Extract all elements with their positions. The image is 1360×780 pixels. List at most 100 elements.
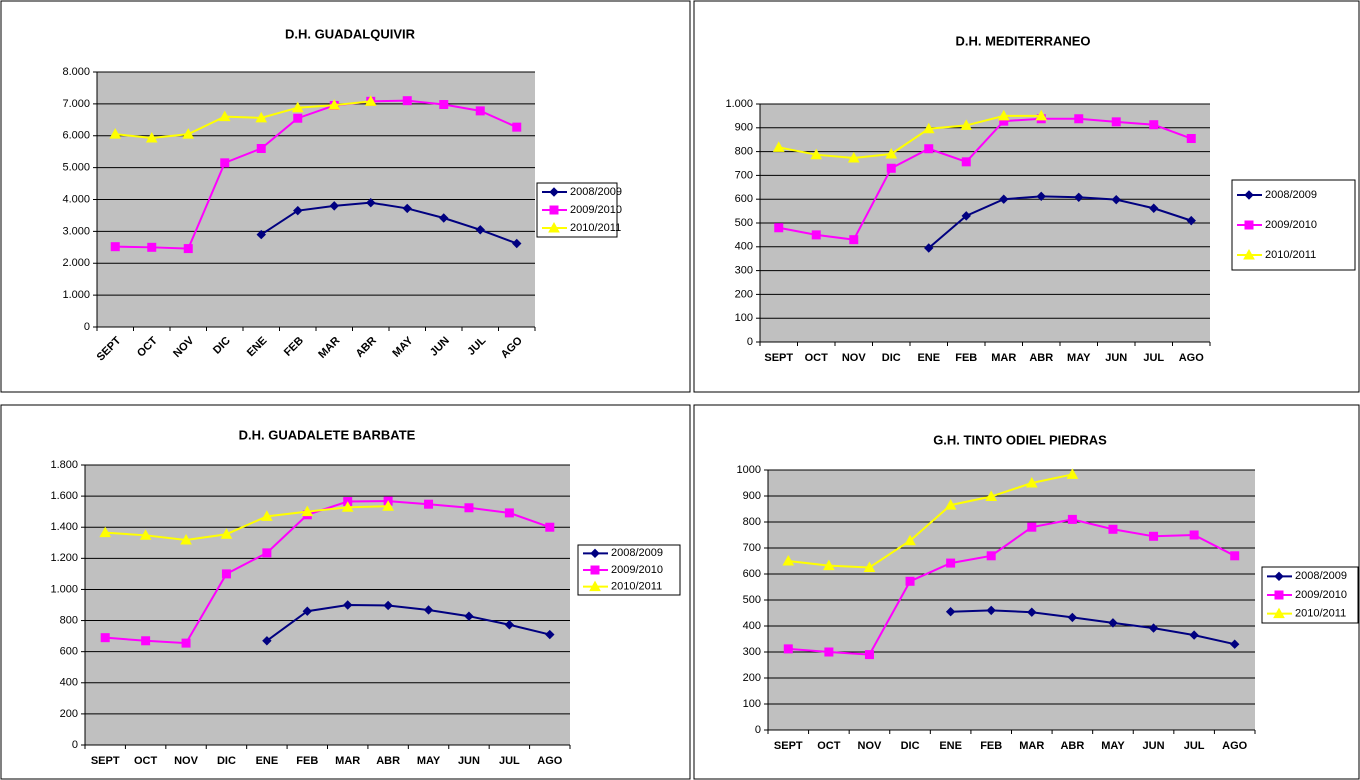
marker xyxy=(220,158,230,168)
series-line xyxy=(260,201,518,245)
x-tick-label: NOV xyxy=(842,352,867,364)
x-tick-label: MAR xyxy=(1019,740,1044,752)
marker xyxy=(1149,120,1159,130)
marker xyxy=(1027,607,1037,617)
chart-title: D.H. MEDITERRANEO xyxy=(955,33,1090,48)
marker xyxy=(1111,117,1121,127)
y-tick-label: 0 xyxy=(72,739,78,751)
legend-label: 2008/2009 xyxy=(570,186,622,198)
legend-label: 2010/2011 xyxy=(570,222,621,234)
y-tick-label: 600 xyxy=(743,568,761,580)
marker xyxy=(328,99,341,110)
marker xyxy=(329,201,339,211)
marker xyxy=(402,203,412,214)
y-tick-label: 4.000 xyxy=(62,193,90,205)
y-tick-label: 600 xyxy=(735,193,753,205)
marker xyxy=(944,499,957,510)
marker xyxy=(402,96,412,106)
y-tick-label: 7.000 xyxy=(62,98,90,110)
marker xyxy=(439,213,449,223)
marker xyxy=(810,148,823,160)
marker xyxy=(423,605,434,615)
marker xyxy=(863,561,876,572)
marker xyxy=(504,508,514,518)
marker xyxy=(590,565,600,575)
x-tick-label: DIC xyxy=(901,740,920,752)
marker xyxy=(475,225,485,235)
marker xyxy=(783,644,793,654)
x-tick-label: SEPT xyxy=(764,352,793,364)
y-tick-label: 900 xyxy=(743,490,761,502)
y-tick-label: 1.400 xyxy=(50,521,78,533)
marker xyxy=(545,629,555,640)
marker xyxy=(986,605,996,616)
marker xyxy=(1243,248,1255,260)
marker xyxy=(864,650,874,660)
series-line xyxy=(115,99,518,250)
marker xyxy=(1074,114,1084,124)
legend-label: 2009/2010 xyxy=(1295,589,1347,601)
legend-label: 2010/2011 xyxy=(1265,249,1316,261)
x-tick-label: FEB xyxy=(955,352,977,364)
marker xyxy=(1035,109,1048,121)
series-line xyxy=(115,100,371,139)
marker xyxy=(218,110,231,122)
marker xyxy=(221,569,231,579)
y-tick-label: 6.000 xyxy=(62,130,90,142)
marker xyxy=(141,636,151,646)
y-tick-label: 1.800 xyxy=(50,459,78,471)
series-line xyxy=(788,473,1073,569)
marker xyxy=(545,522,555,532)
y-tick-label: 400 xyxy=(743,620,761,632)
y-tick-label: 200 xyxy=(735,288,753,300)
x-tick-label: ABR xyxy=(1029,352,1053,364)
marker xyxy=(924,243,934,253)
y-tick-label: 1.000 xyxy=(50,583,78,595)
marker xyxy=(922,122,935,134)
marker xyxy=(182,128,195,139)
marker xyxy=(986,551,996,561)
marker xyxy=(343,600,353,610)
x-tick-label: JUN xyxy=(1105,352,1127,364)
x-tick-label: NOV xyxy=(174,755,199,767)
marker xyxy=(1244,190,1254,200)
y-tick-label: 800 xyxy=(743,516,761,528)
legend-label: 2010/2011 xyxy=(611,581,662,593)
x-tick-label: JUN xyxy=(1143,740,1165,752)
x-tick-label: OCT xyxy=(134,755,158,767)
y-tick-label: 200 xyxy=(60,708,78,720)
marker xyxy=(847,151,860,163)
marker xyxy=(999,194,1009,204)
marker xyxy=(960,119,973,130)
marker xyxy=(824,647,834,657)
marker xyxy=(1149,203,1159,213)
marker xyxy=(1244,220,1254,230)
x-tick-label: ENE xyxy=(917,352,940,364)
y-tick-label: 800 xyxy=(735,146,753,158)
marker xyxy=(589,580,601,592)
y-tick-label: 1000 xyxy=(737,464,761,476)
marker xyxy=(997,109,1010,121)
x-tick-label: FEB xyxy=(296,755,318,767)
x-tick-label: ENE xyxy=(939,740,962,752)
x-tick-label: MAY xyxy=(417,755,441,767)
x-tick-label: AGO xyxy=(537,755,563,767)
chart: D.H. GUADALQUIVIR 0 1.000 2.000 3.000 4.000 5.… xyxy=(62,26,622,363)
marker xyxy=(945,606,956,617)
series-line xyxy=(105,500,551,645)
y-tick-label: 0 xyxy=(755,724,761,736)
y-tick-label: 5.000 xyxy=(62,162,90,174)
marker xyxy=(961,211,971,221)
marker xyxy=(180,533,192,545)
y-tick-label: 200 xyxy=(743,672,761,684)
marker xyxy=(885,147,898,159)
legend-label: 2008/2009 xyxy=(611,547,663,559)
chart: D.H. GUADALETE BARBATE 0 200 400 600 800 1.000… xyxy=(50,427,681,767)
marker xyxy=(383,600,393,611)
x-tick-label: JUL xyxy=(1184,740,1205,752)
x-tick-label: AGO xyxy=(1179,352,1205,364)
marker xyxy=(256,144,266,153)
marker xyxy=(110,242,120,252)
marker xyxy=(341,501,354,512)
y-tick-label: 100 xyxy=(735,312,753,324)
